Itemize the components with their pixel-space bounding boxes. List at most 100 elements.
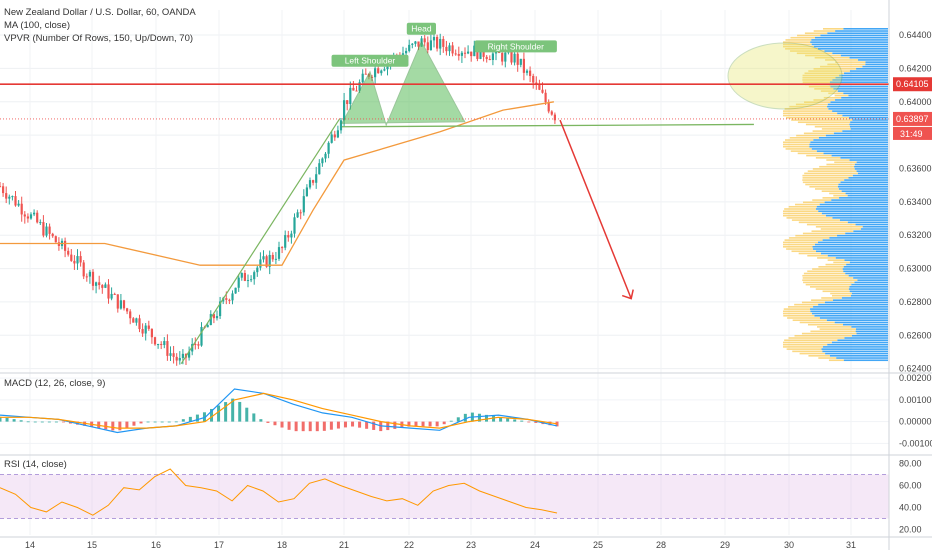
- vp-bar-up: [832, 299, 888, 301]
- candle-body: [277, 247, 281, 259]
- macd-histogram-bar: [146, 421, 150, 423]
- vp-bar-up: [813, 306, 888, 308]
- pattern-label-bg: [406, 22, 436, 35]
- last-price-tag-bg: [893, 111, 932, 126]
- vp-bar-up: [825, 134, 888, 137]
- vp-bar-down: [783, 143, 810, 146]
- candle-body: [225, 298, 228, 300]
- vp-bar-down: [788, 306, 814, 308]
- vp-bar-up: [849, 70, 888, 72]
- rsi-tick-label: 80.00: [899, 459, 922, 469]
- vp-bar-down: [813, 68, 857, 70]
- vp-bar-down: [783, 243, 815, 246]
- macd-histogram-bar: [252, 413, 256, 422]
- macd-histogram-bar: [358, 421, 362, 428]
- macd-histogram-bar: [266, 421, 270, 423]
- candle-body: [364, 73, 367, 75]
- candle-body: [448, 45, 451, 52]
- candle-body: [122, 300, 126, 309]
- macd-histogram-bar: [0, 416, 2, 422]
- candle-body: [318, 163, 321, 175]
- ma-legend: MA (100, close): [4, 20, 70, 31]
- vp-bar-up: [817, 48, 888, 50]
- vp-bar-up: [838, 183, 888, 186]
- candle-body: [470, 51, 473, 57]
- vp-bar-up: [840, 181, 888, 184]
- candle-body: [538, 84, 541, 90]
- macd-histogram-bar: [435, 421, 439, 427]
- vp-bar-up: [843, 266, 888, 268]
- vp-bar-down: [783, 241, 818, 244]
- macd-histogram-bar: [322, 421, 326, 431]
- signal-line: [0, 392, 558, 429]
- vp-bar-down: [804, 172, 858, 175]
- macd-histogram-bar: [217, 405, 221, 422]
- candle-body: [26, 216, 29, 219]
- candle-body: [274, 258, 277, 260]
- vp-bar-up: [832, 79, 888, 81]
- candle-body: [129, 311, 132, 319]
- vp-bar-up: [818, 137, 888, 139]
- macd-histogram-bar: [40, 421, 44, 423]
- vp-bar-up: [831, 341, 888, 344]
- macd-histogram-bar: [47, 421, 51, 423]
- vp-bar-up: [830, 85, 888, 88]
- vp-bar-up: [857, 172, 888, 175]
- vp-bar-up: [855, 328, 888, 330]
- candle-body: [231, 293, 234, 301]
- vp-bar-down: [830, 292, 852, 295]
- candle-body: [147, 325, 150, 329]
- vp-bar-down: [783, 43, 812, 46]
- macd-histogram-bar: [54, 421, 58, 423]
- macd-histogram-bar: [499, 417, 503, 422]
- vp-bar-down: [821, 128, 851, 130]
- candle-body: [445, 46, 448, 52]
- vp-bar-down: [825, 59, 859, 61]
- vp-bar-up: [848, 116, 888, 119]
- macd-histogram-bar: [421, 421, 425, 427]
- macd-pane: [0, 377, 889, 444]
- vp-bar-up: [849, 290, 888, 293]
- vp-bar-down: [827, 259, 845, 261]
- candle-body: [29, 214, 33, 219]
- candle-body: [138, 318, 141, 330]
- candle-body: [228, 299, 231, 301]
- candle-body: [246, 280, 250, 282]
- head-shoulders-pattern: [341, 40, 466, 127]
- vp-bar-up: [832, 110, 888, 112]
- candle-body: [70, 254, 73, 261]
- candle-body: [33, 212, 36, 215]
- vp-bar-down: [786, 217, 833, 219]
- candle-body: [308, 180, 312, 188]
- pattern-label: Left Shoulder: [345, 56, 396, 66]
- projection-arrow: [559, 119, 632, 299]
- vp-bar-down: [784, 208, 816, 210]
- vp-bar-down: [785, 139, 814, 141]
- macd-histogram-bar: [273, 421, 277, 426]
- candle-body: [8, 196, 11, 199]
- vp-bar-up: [819, 317, 888, 319]
- vp-bar-down: [828, 92, 844, 95]
- vp-bar-down: [813, 30, 836, 32]
- vp-bar-up: [821, 348, 888, 350]
- macd-histogram-bar: [329, 421, 333, 430]
- macd-histogram-bar: [181, 419, 185, 422]
- vp-bar-down: [805, 183, 839, 186]
- macd-tick-label: 0.00000: [899, 417, 932, 427]
- arrow-head: [621, 289, 634, 300]
- time-tick-label: 30: [784, 540, 794, 550]
- macd-histogram-bar: [301, 421, 305, 432]
- vp-bar-down: [804, 32, 828, 35]
- candle-body: [88, 271, 91, 277]
- macd-histogram-bar: [61, 421, 65, 423]
- candle-body: [197, 344, 200, 346]
- vp-bar-down: [794, 334, 852, 337]
- vp-bar-up: [822, 350, 888, 353]
- macd-histogram-bar: [365, 421, 369, 429]
- vp-bar-up: [837, 339, 888, 342]
- vp-bar-down: [783, 210, 819, 213]
- vp-bar-up: [812, 246, 888, 248]
- macd-histogram-bar: [555, 421, 559, 427]
